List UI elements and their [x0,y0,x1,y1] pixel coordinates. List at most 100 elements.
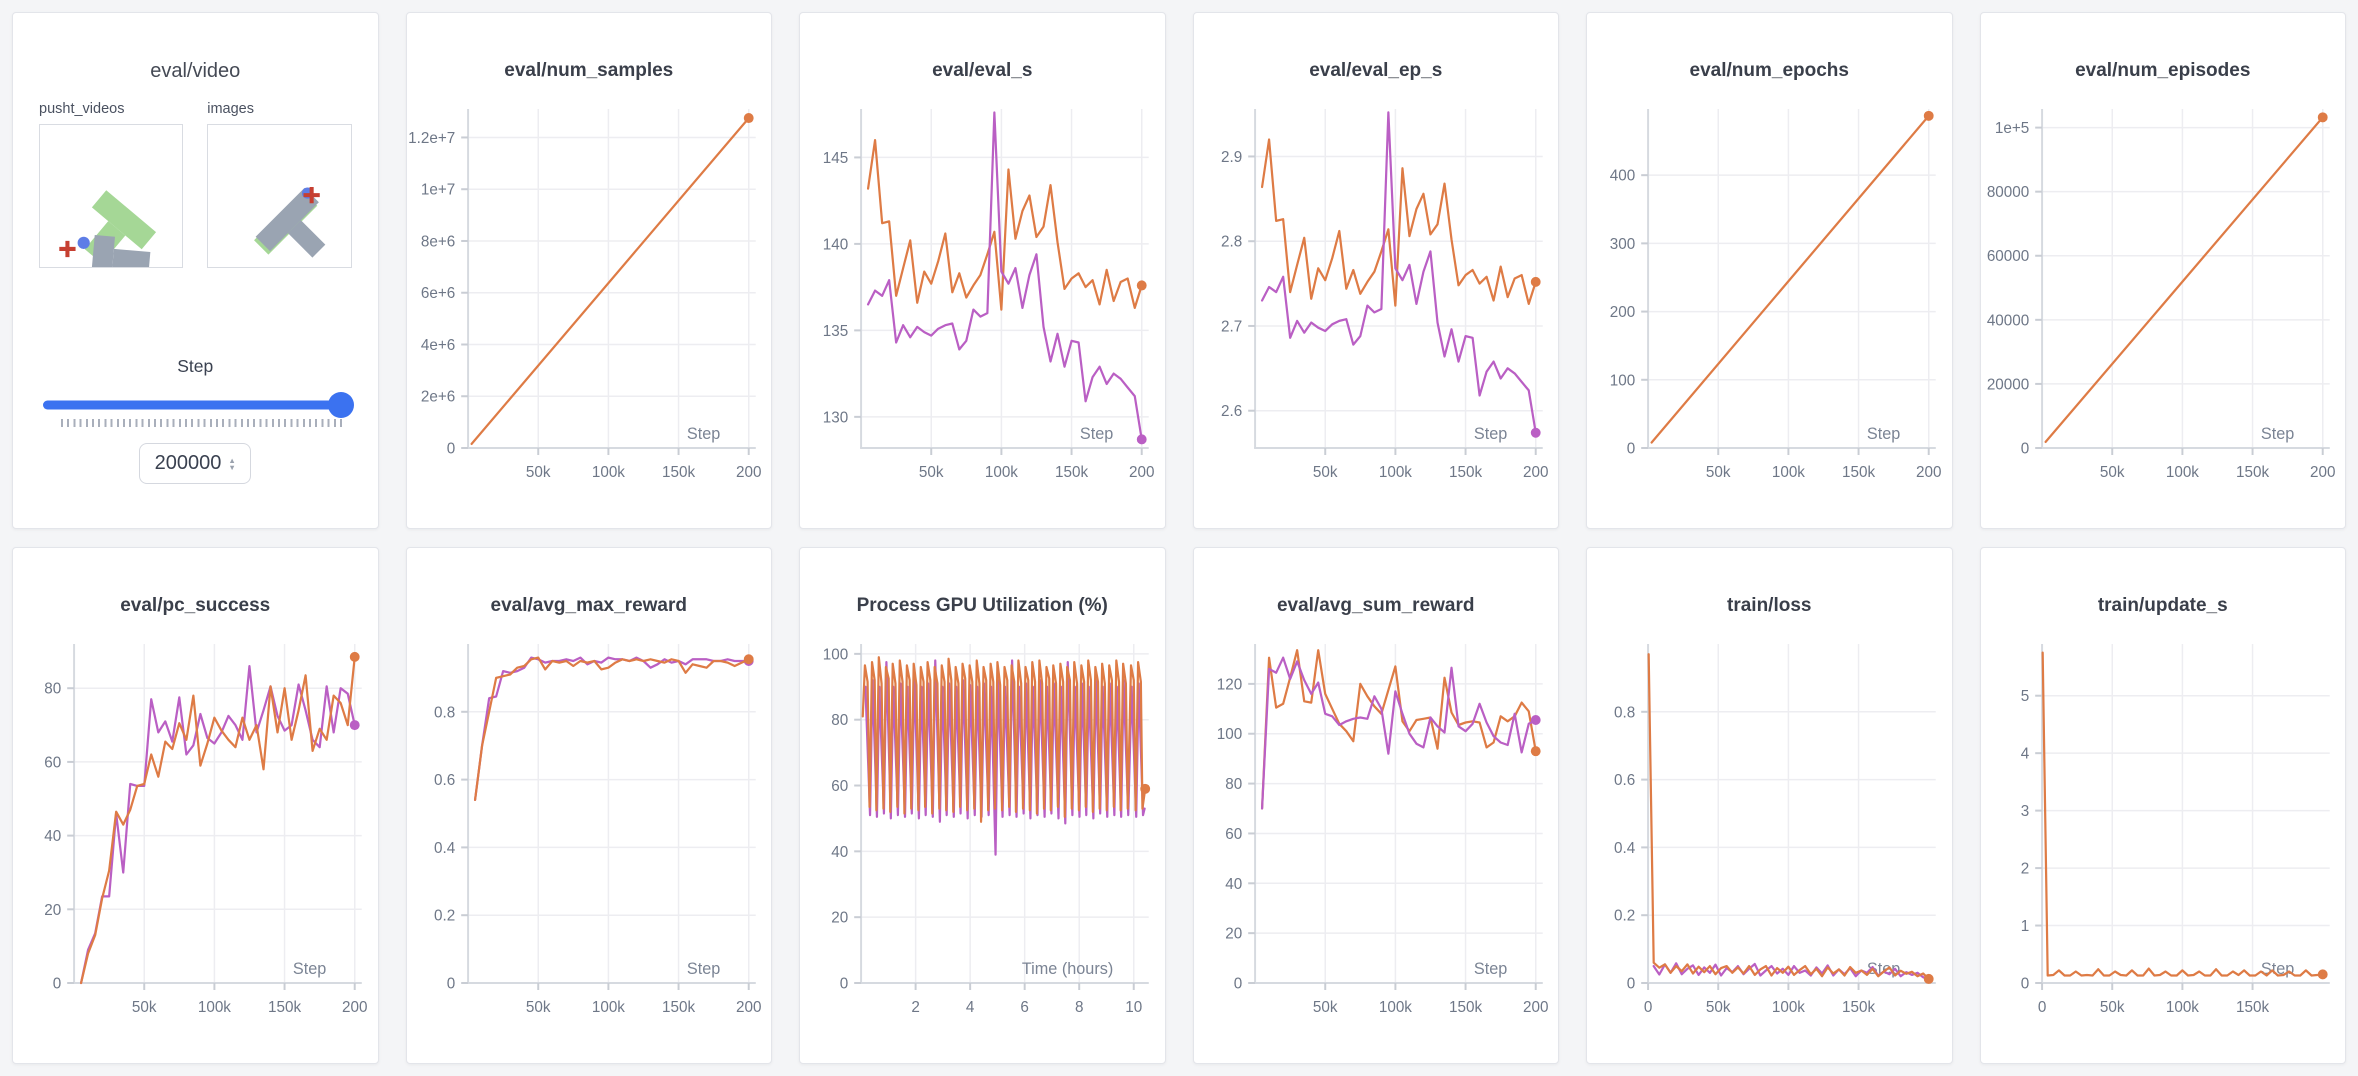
svg-text:150k: 150k [1449,999,1482,1016]
chart-title: eval/eval_s [932,60,1033,81]
svg-text:150k: 150k [662,999,695,1016]
panel-eval-video[interactable]: eval/video pusht_videos [12,12,379,529]
svg-text:145: 145 [823,150,848,167]
chart-panel-eval-num-samples[interactable]: eval/num_samples 50k 100k 150k 200 0 2e+6 4e+6 6… [405,12,772,529]
target-cross [303,186,321,204]
x-axis-label: Step [2260,425,2293,443]
svg-text:6: 6 [1020,999,1028,1016]
svg-text:2.8: 2.8 [1221,234,1242,251]
agent-dot [77,236,90,249]
series-run-purple-end-dot [1530,427,1541,438]
eval-num-epochs-plot: 50k 100k 150k 200 0 100 200 300 400 Step [1610,109,1941,481]
media-item-images: images [207,101,352,269]
series-run-orange [1650,114,1930,444]
eval-eval-ep-s-plot: 50k 100k 150k 200 2.6 2.7 2.8 2.9 Step [1221,109,1548,481]
svg-text:100k: 100k [2165,464,2198,481]
svg-text:80: 80 [831,712,848,729]
svg-text:150k: 150k [268,999,301,1016]
series-run-orange-end-dot [1530,276,1541,287]
chart-panel-eval-eval-ep-s[interactable]: eval/eval_ep_s 50k 100k 150k 200 2.6 2.7 2.8 2.9… [1192,12,1559,529]
chart-panel-eval-eval-s[interactable]: eval/eval_s 50k 100k 150k 200 130 135 140 145 Ste… [799,12,1166,529]
stepper-up-icon[interactable]: ▲ [228,455,236,465]
svg-text:40: 40 [44,828,61,845]
series-run-purple [1260,111,1537,434]
svg-text:10: 10 [1125,999,1142,1016]
stepper-arrows[interactable]: ▲ ▼ [228,455,236,472]
svg-text:4: 4 [2020,746,2029,763]
svg-text:6e+6: 6e+6 [420,285,454,302]
svg-text:60: 60 [44,754,61,771]
svg-text:50k: 50k [2099,464,2124,481]
series-run-orange [866,138,1143,311]
chart-title: train/update_s [2097,595,2228,616]
media-label: images [207,101,254,117]
chart-panel-eval-num-episodes[interactable]: eval/num_episodes 50k 100k 150k 200 0 20000 400… [1979,12,2346,529]
svg-text:0: 0 [1644,999,1652,1016]
x-axis-label: Step [686,960,719,978]
svg-text:2.7: 2.7 [1221,318,1242,335]
x-axis-label: Step [293,960,326,978]
series-run-orange-end-dot [349,651,360,662]
svg-text:100k: 100k [2165,999,2198,1016]
step-value-input[interactable]: 200000 ▲ ▼ [139,443,252,485]
stepper-down-icon[interactable]: ▼ [228,462,236,472]
svg-text:200: 200 [1610,304,1635,321]
chart-panel-eval-pc-success[interactable]: eval/pc_success 50k 100k 150k 200 0 20 40 60 80 St… [12,547,379,1064]
svg-text:200: 200 [1522,999,1547,1016]
svg-text:150k: 150k [1449,464,1482,481]
svg-text:40: 40 [831,844,848,861]
media-label: pusht_videos [39,101,125,117]
svg-text:80: 80 [1225,776,1242,793]
svg-text:2e+6: 2e+6 [420,389,454,406]
chart-panel-train-update-s[interactable]: train/update_s 0 50k 100k 150k 0 1 2 3 4 5 Step [1979,547,2346,1064]
svg-text:100k: 100k [591,999,624,1016]
svg-text:100k: 100k [1772,999,1805,1016]
slider-track[interactable] [43,400,348,410]
chart-title: eval/eval_ep_s [1309,60,1443,81]
svg-text:200: 200 [1916,464,1941,481]
svg-text:100k: 100k [985,464,1018,481]
slider-thumb[interactable] [327,392,354,419]
svg-text:40000: 40000 [1986,312,2028,329]
svg-text:0: 0 [2020,975,2028,992]
step-slider[interactable] [43,392,354,419]
pusht-videos-thumbnail[interactable] [39,124,184,269]
svg-text:8: 8 [1075,999,1083,1016]
eval-num-samples-plot: 50k 100k 150k 200 0 2e+6 4e+6 6e+6 8e+6 1e+7 1.2e+… [408,109,761,481]
eval-avg-max-reward-plot: 50k 100k 150k 200 0 0.2 0.4 0.6 0.8 Step [434,644,761,1016]
svg-text:4e+6: 4e+6 [420,337,454,354]
series-run-orange-end-dot [2317,969,2328,980]
series-run-orange [473,656,750,802]
svg-text:0: 0 [840,975,848,992]
svg-text:0.8: 0.8 [434,704,455,721]
svg-text:140: 140 [823,236,848,253]
slider-tick-marks [61,419,342,428]
svg-text:0.6: 0.6 [1614,772,1635,789]
svg-text:50k: 50k [2099,999,2124,1016]
series-run-orange-end-dot [743,113,754,124]
images-thumbnail[interactable] [207,124,352,269]
chart-panel-eval-num-epochs[interactable]: eval/num_epochs 50k 100k 150k 200 0 100 200 300 4… [1586,12,1953,529]
chart-panel-eval-avg-sum-reward[interactable]: eval/avg_sum_reward 50k 100k 150k 200 0 20 40 60… [1192,547,1559,1064]
x-axis-label: Step [1867,425,1900,443]
series-run-purple-end-dot [1530,715,1541,726]
chart-panel-eval-avg-max-reward[interactable]: eval/avg_max_reward 50k 100k 150k 200 0 0.2 0.4… [405,547,772,1064]
svg-text:100k: 100k [591,464,624,481]
svg-text:0: 0 [1627,975,1635,992]
pusht-video-frame [59,190,157,268]
series-run-orange [470,116,750,446]
svg-text:0: 0 [1233,975,1241,992]
svg-text:150k: 150k [2236,999,2269,1016]
chart-panel-process-gpu-utilization[interactable]: Process GPU Utilization (%) 2 4 6 8 10 0 20 40 60… [799,547,1166,1064]
svg-text:300: 300 [1610,236,1635,253]
svg-text:20000: 20000 [1986,376,2028,393]
svg-text:0.4: 0.4 [1614,840,1636,857]
chart-title: train/loss [1727,595,1812,616]
svg-text:60000: 60000 [1986,248,2028,265]
chart-panel-train-loss[interactable]: train/loss 0 50k 100k 150k 0 0.2 0.4 0.6 0.8 Step [1586,547,1953,1064]
svg-text:100: 100 [1610,372,1635,389]
series-run-orange [79,655,356,985]
eval-avg-sum-reward-plot: 50k 100k 150k 200 0 20 40 60 80 100 120 Step [1216,644,1548,1016]
